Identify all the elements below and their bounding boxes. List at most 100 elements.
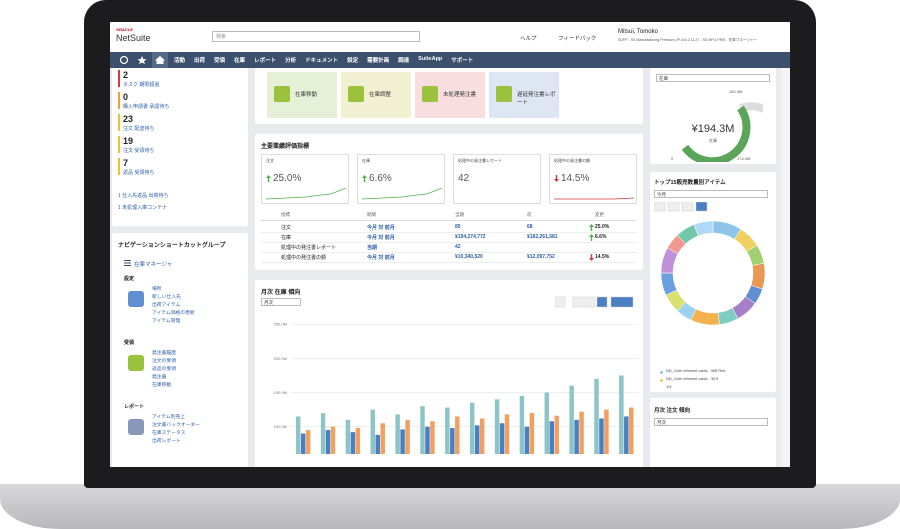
bar: [375, 434, 380, 454]
tile-label[interactable]: 在庫移動: [295, 92, 318, 98]
manager-link[interactable]: 在庫マネージャ: [134, 262, 173, 268]
gauge-min: 0: [671, 156, 674, 161]
view-toggle: [596, 296, 608, 308]
shortcut-link[interactable]: 返品の受領: [152, 367, 176, 372]
nav-item[interactable]: 活動: [174, 58, 186, 64]
table-cell[interactable]: ¥10,340,520: [455, 254, 483, 260]
table-cell[interactable]: 今月 対 前月: [367, 225, 395, 231]
nav-item[interactable]: 受領: [214, 58, 226, 64]
table-cell[interactable]: 85: [455, 224, 461, 230]
bar: [469, 402, 475, 454]
dropdown[interactable]: 月次: [654, 418, 768, 426]
bar: [330, 426, 336, 454]
dropdown[interactable]: 在庫: [656, 74, 770, 82]
shortcut-link[interactable]: 発注書: [152, 375, 167, 380]
reminder-label[interactable]: 注文 配送待ち: [123, 126, 155, 132]
kpi-value: 42: [458, 173, 470, 184]
scrollbar[interactable]: [781, 68, 790, 467]
bar: [380, 423, 385, 454]
reminder-label[interactable]: タスク 期限超過: [123, 82, 160, 88]
table-cell[interactable]: 今月 対 前月: [367, 235, 395, 241]
table-cell: 注文: [281, 225, 292, 231]
shortcut-link[interactable]: 在庫ステータス: [152, 431, 186, 436]
bar: [430, 421, 435, 454]
nav-item[interactable]: 分析: [285, 58, 297, 64]
legend-page[interactable]: 1/4: [666, 384, 672, 389]
tile-label[interactable]: 未処理発注書: [443, 92, 477, 98]
nav-item[interactable]: 設定: [347, 58, 359, 64]
table-rule: [261, 232, 637, 233]
legend-swatch: [660, 379, 663, 382]
shortcut-link[interactable]: アイテム管理: [152, 319, 181, 324]
donut-chart: [660, 220, 766, 326]
nav-item[interactable]: 出荷: [194, 58, 206, 64]
shortcut-link[interactable]: 出荷アイテム: [152, 303, 181, 308]
gauge-track: [721, 102, 763, 162]
shortcut-link[interactable]: 注文の受領: [152, 359, 176, 364]
shortcut-link[interactable]: 発注書履歴: [152, 351, 176, 356]
menu-line: [124, 265, 131, 266]
search-box[interactable]: 検索: [212, 31, 420, 42]
user-role: SDFP - SS Manufacturing Premium JP v24.2…: [618, 38, 757, 42]
table-cell: 14.5%: [595, 254, 610, 260]
shortcut-link[interactable]: 新しい仕入先: [152, 295, 181, 300]
gauge-value: ¥194.3M: [691, 123, 735, 135]
bar: [325, 430, 331, 454]
reminder-bar: [118, 70, 120, 87]
table-cell[interactable]: 当期: [367, 245, 378, 251]
reminder-link[interactable]: 1 未処理入庫コンテナ: [118, 205, 168, 211]
table-rule: [261, 220, 637, 221]
shortcut-link[interactable]: 場所: [152, 287, 162, 292]
shortcut-tile[interactable]: 遅延発注書レポート: [489, 72, 559, 118]
table-cell[interactable]: ¥12,097,752: [527, 254, 555, 260]
nav-item[interactable]: SuiteApp: [418, 56, 443, 62]
reminder-label[interactable]: 注文 受領待ち: [123, 148, 155, 154]
inventory-trend-panel: 月次 在庫 傾向 月次 250.0M 200.0M 150.0M 100.0M: [255, 280, 643, 467]
tile-label[interactable]: 在庫調整: [369, 92, 392, 98]
nav-item[interactable]: レポート: [254, 58, 277, 64]
reminder-label[interactable]: 返品 受領待ち: [123, 170, 155, 176]
nav-item[interactable]: 需要計画: [367, 58, 390, 64]
shortcut-tile[interactable]: 未処理発注書: [415, 72, 485, 118]
table-rule: [261, 262, 637, 263]
help[interactable]: ヘルプ: [520, 36, 537, 42]
menu-line: [124, 260, 131, 261]
shortcut-link[interactable]: 注文書バックオーダー: [152, 423, 200, 428]
nav-item[interactable]: ドキュメント: [305, 58, 339, 64]
group-title: 受領: [124, 340, 135, 346]
tile-label[interactable]: 遅延発注書レポート: [517, 92, 556, 106]
kpi-panel: 主要業績評価指標 注文 25.0% 在庫 6.6% 処理中の発注書レポート 42 処理中の発注…: [255, 134, 643, 270]
reminder-label[interactable]: 購入申請書 承認待ち: [123, 104, 170, 110]
view-toggle: [555, 296, 566, 308]
kpi-label: 処理中の発注書の額: [554, 158, 590, 163]
table-cell[interactable]: ¥194,274,772: [455, 234, 486, 240]
table-cell[interactable]: 68: [527, 224, 533, 230]
dropdown[interactable]: 今月: [654, 190, 768, 198]
user-name[interactable]: Mitsui, Tomoko: [618, 29, 658, 35]
table-cell[interactable]: ¥182,261,581: [527, 234, 558, 240]
table-header: 指標: [281, 212, 290, 217]
order-trend-panel: 月次 注文 傾向 月次: [650, 398, 776, 467]
reminder-bar: [118, 114, 120, 131]
gauge-target: 182.3M: [729, 89, 742, 94]
shortcut-link[interactable]: 在庫移動: [152, 383, 172, 388]
top-items-panel: トップ15販売数量別アイテム 今月 NN_Cloth ethernet cable …: [650, 172, 776, 392]
shortcut-tile[interactable]: 在庫移動: [267, 72, 337, 118]
trend-arrow: [589, 254, 594, 261]
chart-type-button: [667, 202, 680, 212]
nav-item[interactable]: 調達: [398, 58, 410, 64]
shortcut-link[interactable]: アイテム別売上: [152, 415, 186, 420]
table-cell[interactable]: 42: [455, 244, 461, 250]
table-cell[interactable]: 今月 対 前月: [367, 255, 395, 261]
shortcut-tile[interactable]: 在庫調整: [341, 72, 411, 118]
feedback[interactable]: フィードバック: [558, 36, 597, 42]
shortcut-link[interactable]: 出荷レポート: [152, 439, 181, 444]
reminder-link[interactable]: 1 仕入先返品 出荷待ち: [118, 193, 169, 199]
nav-item[interactable]: 在庫: [234, 58, 246, 64]
nav-item[interactable]: サポート: [451, 58, 474, 64]
nav-bar: 活動 出荷 受領 在庫 レポート 分析 ドキュメント 設定 需要計画 調達 SuiteApp サポート: [110, 52, 790, 68]
dropdown[interactable]: 月次: [261, 298, 301, 306]
bar: [604, 409, 609, 454]
bar: [554, 415, 559, 454]
shortcut-link[interactable]: アイテム価格の更新: [152, 311, 195, 316]
